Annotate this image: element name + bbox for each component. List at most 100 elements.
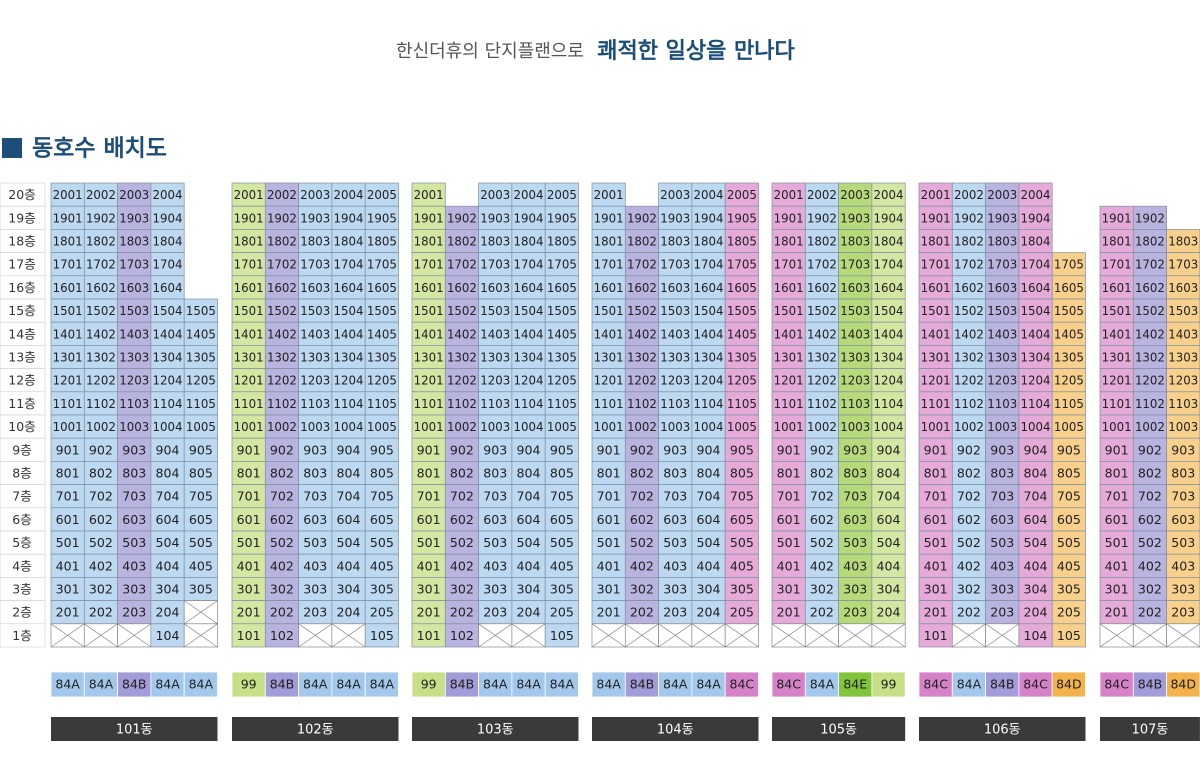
- unit-number: 2001: [594, 188, 624, 202]
- blocked-cross: [658, 623, 693, 648]
- unit-number: 503: [483, 536, 507, 550]
- unit-number: 1601: [921, 281, 951, 295]
- unit-number: 1205: [1054, 374, 1084, 388]
- blocked-cross: [838, 623, 873, 648]
- unit-number: 104: [156, 629, 180, 643]
- unit-number: 201: [597, 606, 621, 620]
- type-label: 84A: [596, 677, 621, 692]
- unit-number: 202: [630, 606, 654, 620]
- unit-number: 1302: [807, 351, 837, 365]
- unit-number: 1301: [414, 351, 444, 365]
- unit-number: 1101: [1102, 397, 1132, 411]
- unit-number: 1503: [660, 304, 690, 318]
- unit-number: 902: [1138, 443, 1162, 457]
- unit-number: 701: [417, 490, 441, 504]
- unit-number: 1001: [921, 420, 951, 434]
- floor-label-cell: [0, 623, 46, 648]
- unit-number: 205: [370, 606, 394, 620]
- unit-number: 1305: [1054, 351, 1084, 365]
- unit-number: 2004: [1021, 188, 1051, 202]
- unit-number: 604: [1024, 513, 1048, 527]
- unit-number: 1103: [987, 397, 1017, 411]
- blocked-unit: [871, 623, 906, 648]
- unit-number: 1203: [300, 374, 330, 388]
- unit-number: 1202: [954, 374, 984, 388]
- unit-number: 1302: [447, 351, 477, 365]
- blocked-cross: [117, 623, 152, 648]
- unit-number: 1204: [874, 374, 904, 388]
- unit-number: 1702: [267, 258, 297, 272]
- unit-number: 1105: [186, 397, 216, 411]
- unit-number: 503: [303, 536, 327, 550]
- unit-number: 703: [990, 490, 1014, 504]
- unit-number: 105: [1057, 629, 1081, 643]
- unit-number: 603: [303, 513, 327, 527]
- unit-number: 1602: [86, 281, 116, 295]
- unit-number: 1802: [447, 235, 477, 249]
- unit-number: 601: [597, 513, 621, 527]
- unit-number: 1002: [86, 420, 116, 434]
- unit-number: 1201: [414, 374, 444, 388]
- unit-number: 1901: [1102, 211, 1132, 225]
- floor-label: 4층: [12, 558, 31, 573]
- type-tag: [511, 671, 546, 698]
- unit-number: 1803: [840, 235, 870, 249]
- unit-number: 1602: [954, 281, 984, 295]
- building-name: 101동: [116, 723, 153, 738]
- unit-number: 1204: [514, 374, 544, 388]
- unit-number: 302: [957, 583, 981, 597]
- unit-number: 1304: [153, 351, 183, 365]
- unit-number: 1901: [921, 211, 951, 225]
- unit-number: 204: [877, 606, 901, 620]
- unit-number: 1601: [1102, 281, 1132, 295]
- unit-number: 105: [370, 629, 394, 643]
- unit-number: 201: [924, 606, 948, 620]
- unit-number: 603: [1171, 513, 1195, 527]
- unit-number: 2001: [234, 188, 264, 202]
- unit-number: 1602: [627, 281, 657, 295]
- unit-number: 203: [990, 606, 1014, 620]
- unit-number: 604: [337, 513, 361, 527]
- unit-number: 1504: [874, 304, 904, 318]
- unit-number: 1704: [874, 258, 904, 272]
- building-bar: [772, 717, 906, 741]
- unit-number: 1602: [1135, 281, 1165, 295]
- type-label: 84C: [1023, 677, 1048, 692]
- unit-number: 602: [810, 513, 834, 527]
- unit-cell: [364, 623, 399, 648]
- unit-number: 1903: [300, 211, 330, 225]
- unit-number: 902: [89, 443, 113, 457]
- blocked-unit: [183, 623, 218, 648]
- unit-number: 1104: [874, 397, 904, 411]
- unit-number: 602: [630, 513, 654, 527]
- unit-number: 2001: [53, 188, 83, 202]
- unit-number: 205: [1057, 606, 1081, 620]
- unit-number: 104: [1024, 629, 1048, 643]
- unit-number: 601: [924, 513, 948, 527]
- unit-number: 502: [957, 536, 981, 550]
- unit-number: 1404: [153, 327, 183, 341]
- floor-label: 20층: [8, 187, 35, 202]
- unit-number: 1403: [660, 327, 690, 341]
- type-tag: [1099, 671, 1134, 698]
- unit-number: 1204: [334, 374, 364, 388]
- unit-number: 805: [370, 467, 394, 481]
- unit-number: 403: [483, 559, 507, 573]
- blocked-cross: [691, 623, 726, 648]
- unit-number: 1003: [840, 420, 870, 434]
- unit-number: 1404: [874, 327, 904, 341]
- unit-number: 1503: [300, 304, 330, 318]
- unit-number: 802: [270, 467, 294, 481]
- type-label: 84B: [630, 677, 654, 692]
- unit-number: 703: [122, 490, 146, 504]
- unit-number: 1401: [1102, 327, 1132, 341]
- unit-number: 502: [810, 536, 834, 550]
- unit-number: 1204: [1021, 374, 1051, 388]
- unit-number: 303: [990, 583, 1014, 597]
- floor-label: 14층: [8, 326, 35, 341]
- unit-number: 305: [550, 583, 574, 597]
- unit-number: 2003: [660, 188, 690, 202]
- unit-number: 1505: [547, 304, 577, 318]
- unit-number: 1802: [627, 235, 657, 249]
- unit-number: 1804: [694, 235, 724, 249]
